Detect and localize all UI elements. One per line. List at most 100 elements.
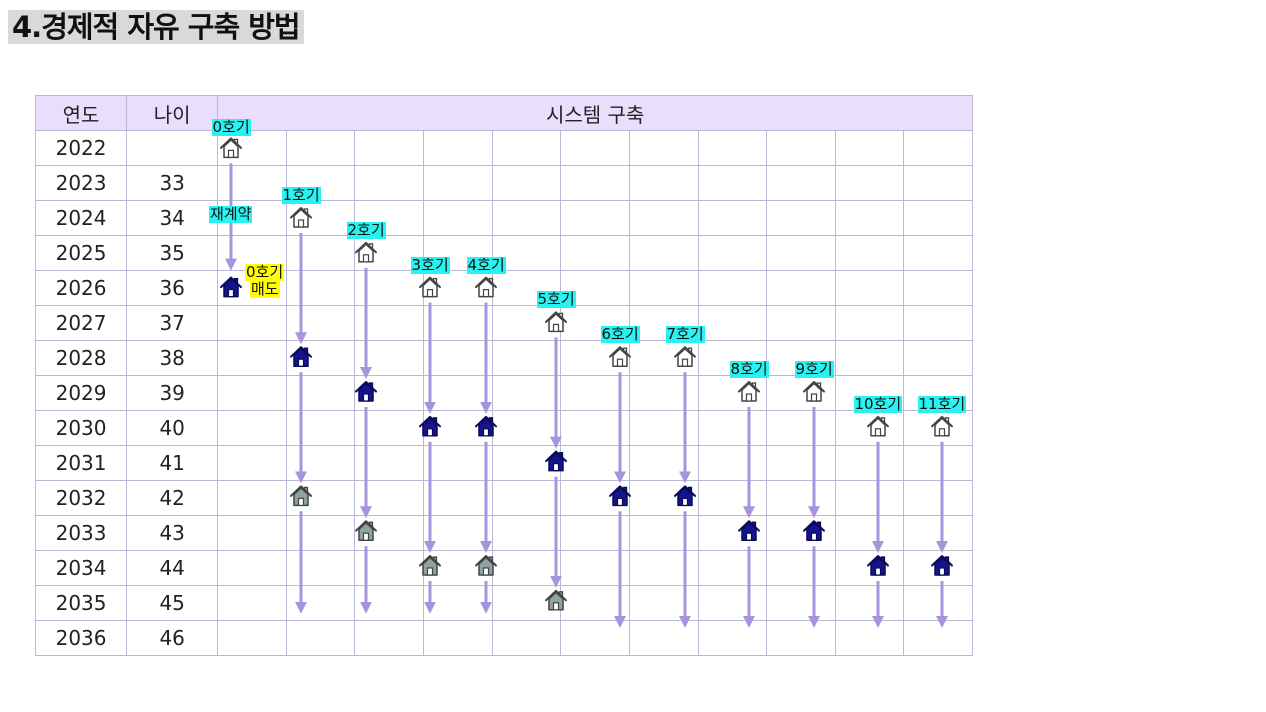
system-cell (628, 585, 699, 621)
system-cell (491, 515, 562, 551)
system-cell (423, 550, 493, 586)
system-cell (697, 515, 768, 551)
system-cell (354, 515, 425, 551)
system-cell (628, 445, 699, 481)
system-cell (628, 235, 699, 271)
system-cell (354, 200, 425, 236)
table-row: 2036 46 (34, 620, 973, 656)
age-cell: 45 (126, 585, 219, 621)
system-cell (217, 375, 287, 411)
age-cell: 36 (126, 270, 219, 306)
system-cell (217, 340, 287, 376)
system-cell (834, 235, 905, 271)
system-cell (628, 515, 699, 551)
system-cell (285, 620, 356, 656)
system-cell (423, 585, 493, 621)
system-cell (834, 550, 905, 586)
system-cell (834, 480, 905, 516)
system-cell (217, 410, 287, 446)
system-cell (285, 410, 356, 446)
system-cell (628, 550, 699, 586)
system-cell (560, 620, 630, 656)
system-cell (217, 235, 287, 271)
table-row: 2029 39 (34, 375, 973, 411)
system-cell (285, 550, 356, 586)
system-cell (560, 515, 630, 551)
table-body: 2022 2023 33 2024 34 2025 35 2026 36 2027 37 2028 38… (34, 130, 973, 656)
year-cell: 2025 (34, 235, 128, 271)
system-cell (217, 550, 287, 586)
system-cell (491, 305, 562, 341)
system-cell (697, 550, 768, 586)
table-row: 2034 44 (34, 550, 973, 586)
system-cell (903, 585, 973, 621)
age-cell (126, 130, 219, 166)
system-cell (217, 620, 287, 656)
system-cell (766, 200, 836, 236)
system-cell (217, 515, 287, 551)
system-cell (423, 165, 493, 201)
system-cell (766, 480, 836, 516)
system-cell (491, 270, 562, 306)
system-cell (217, 480, 287, 516)
system-cell (285, 375, 356, 411)
system-cell (354, 550, 425, 586)
system-cell (697, 480, 768, 516)
system-cell (560, 375, 630, 411)
system-cell (491, 620, 562, 656)
system-cell (560, 480, 630, 516)
system-cell (217, 445, 287, 481)
system-cell (628, 130, 699, 166)
system-cell (766, 515, 836, 551)
system-cell (423, 200, 493, 236)
system-cell (354, 305, 425, 341)
system-cell (423, 270, 493, 306)
system-cell (766, 410, 836, 446)
system-cell (560, 130, 630, 166)
age-cell: 38 (126, 340, 219, 376)
system-cell (697, 620, 768, 656)
system-cell (834, 375, 905, 411)
table-row: 2022 (34, 130, 973, 166)
system-cell (903, 375, 973, 411)
system-cell (217, 305, 287, 341)
system-cell (766, 585, 836, 621)
age-cell: 46 (126, 620, 219, 656)
system-cell (628, 305, 699, 341)
system-cell (697, 270, 768, 306)
system-cell (423, 410, 493, 446)
system-cell (628, 410, 699, 446)
table-row: 2035 45 (34, 585, 973, 621)
system-cell (491, 235, 562, 271)
system-cell (423, 340, 493, 376)
system-cell (834, 305, 905, 341)
system-cell (903, 340, 973, 376)
system-cell (354, 130, 425, 166)
system-cell (354, 270, 425, 306)
system-cell (423, 375, 493, 411)
system-cell (217, 165, 287, 201)
system-cell (491, 480, 562, 516)
system-timeline-table: 연도 나이 시스템 구축 2022 2023 33 2024 34 2025 35 2026 3… (34, 95, 973, 656)
system-cell (697, 340, 768, 376)
system-cell (491, 200, 562, 236)
system-cell (903, 235, 973, 271)
system-cell (903, 410, 973, 446)
system-cell (354, 585, 425, 621)
system-cell (766, 305, 836, 341)
system-cell (834, 165, 905, 201)
system-cell (697, 130, 768, 166)
system-cell (491, 550, 562, 586)
system-cell (560, 305, 630, 341)
age-cell: 33 (126, 165, 219, 201)
year-cell: 2031 (34, 445, 128, 481)
system-cell (834, 340, 905, 376)
system-cell (217, 200, 287, 236)
system-cell (903, 165, 973, 201)
system-cell (766, 375, 836, 411)
system-cell (491, 410, 562, 446)
year-cell: 2030 (34, 410, 128, 446)
system-cell (903, 480, 973, 516)
system-cell (697, 165, 768, 201)
system-cell (628, 375, 699, 411)
